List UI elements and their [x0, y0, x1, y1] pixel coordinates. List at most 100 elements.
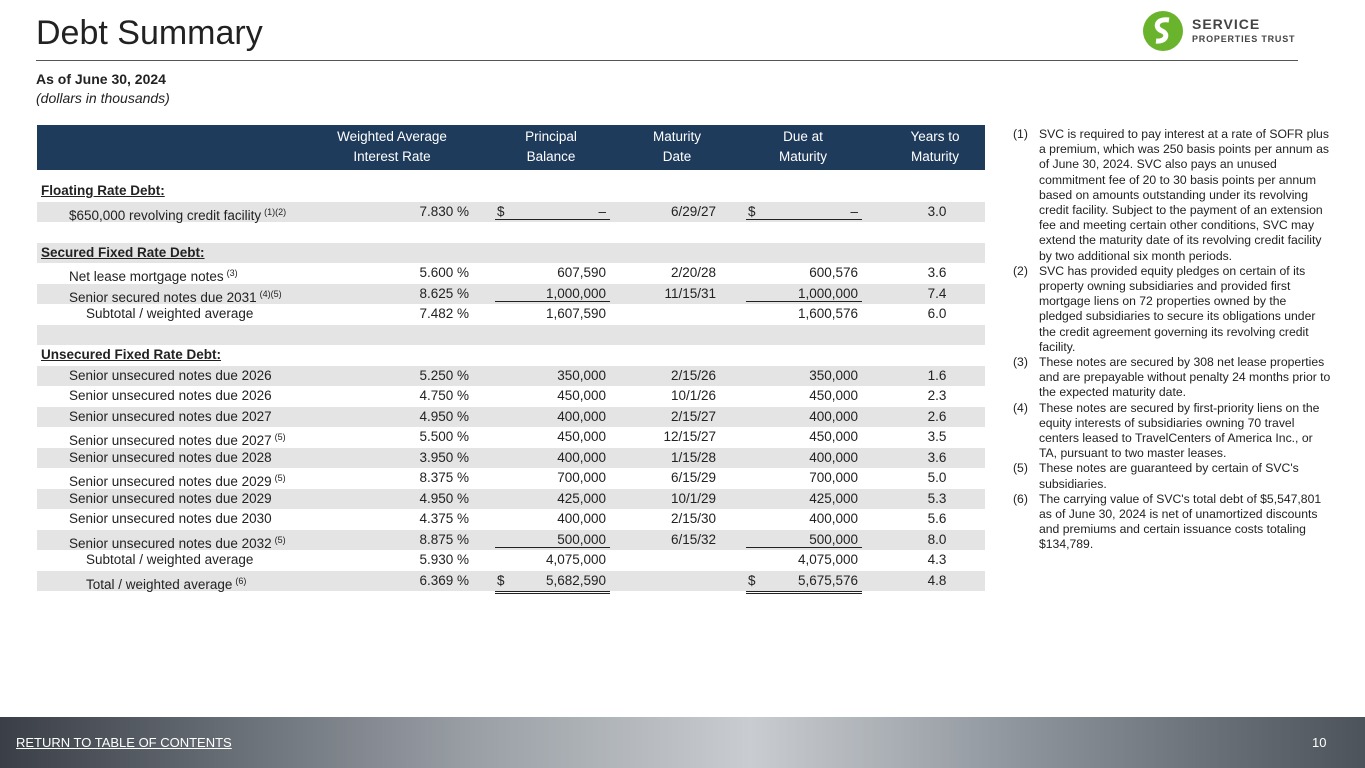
footnote-ref: (5) [274, 432, 286, 442]
row-shade [37, 570, 985, 591]
maturity-date: 6/15/29 [670, 470, 716, 485]
footnote-number: (4) [1013, 400, 1028, 415]
principal: 350,000 [557, 367, 606, 383]
row-shade [37, 447, 985, 468]
years: 2.3 [927, 388, 947, 403]
column-header: Maturity [910, 149, 959, 164]
underline [746, 301, 862, 302]
title: Debt Summary [36, 14, 263, 52]
principal: 400,000 [557, 408, 606, 424]
rate: 3.950 % [419, 449, 469, 465]
underline [746, 547, 862, 548]
column-header: Interest Rate [353, 149, 431, 164]
rate: 5.500 % [419, 429, 469, 444]
due-at-maturity: 400,000 [809, 408, 858, 424]
row-label: Senior unsecured notes due 2029 (5) [69, 473, 286, 489]
due-at-maturity: – [850, 203, 858, 219]
footnote: (3) These notes are secured by 308 net le… [1013, 355, 1331, 401]
rate: 4.950 % [419, 408, 469, 424]
row-shade [37, 324, 985, 345]
footnote: (4) These notes are secured by first-prio… [1013, 401, 1331, 462]
row-label: $650,000 revolving credit facility (1)(2) [69, 206, 287, 223]
footnote-ref: (5) [274, 534, 286, 545]
rate: 8.375 % [419, 470, 469, 485]
rate: 4.950 % [419, 490, 469, 506]
maturity-date: 6/29/27 [670, 203, 716, 219]
underline [495, 219, 610, 220]
due-at-maturity: 500,000 [809, 531, 858, 547]
maturity-date: 10/1/26 [670, 388, 716, 403]
maturity-date: 11/15/31 [664, 285, 716, 301]
principal: 607,590 [557, 265, 606, 280]
due-at-maturity: 5,675,576 [797, 572, 858, 588]
rate: 8.875 % [419, 531, 469, 547]
maturity-date: 2/15/27 [670, 408, 716, 424]
row-label: Senior unsecured notes due 2028 [69, 449, 272, 465]
footnote: (1) SVC is required to pay interest at a … [1013, 127, 1331, 264]
maturity-date: 6/15/32 [670, 531, 716, 547]
currency: $ [497, 203, 505, 219]
rate: 4.750 % [419, 388, 469, 403]
maturity-date: 12/15/27 [663, 429, 716, 444]
years: 7.4 [927, 285, 947, 301]
footnote-text: SVC is required to pay interest at a rat… [1039, 127, 1329, 263]
rate: 5.930 % [419, 552, 469, 567]
subtitle: As of June 30, 2024 [36, 71, 166, 87]
years: 4.3 [927, 552, 947, 567]
footnote: (2) SVC has provided equity pledges on ce… [1013, 264, 1331, 355]
logo-text: SERVICE [1192, 16, 1261, 32]
row-label: Senior unsecured notes due 2027 (5) [69, 432, 286, 448]
row-label: Senior unsecured notes due 2027 [69, 408, 272, 424]
years: 4.8 [927, 572, 947, 588]
column-header: Years to [910, 129, 960, 144]
currency: $ [748, 203, 756, 219]
page-number: 10 [1312, 735, 1327, 750]
note: (dollars in thousands) [36, 90, 170, 106]
rate: 8.625 % [419, 285, 469, 301]
rule [36, 60, 1298, 61]
footnote: (6) The carrying value of SVC's total deb… [1013, 492, 1331, 553]
row-label: Senior secured notes due 2031 (4)(5) [69, 288, 282, 305]
row-shade [37, 406, 985, 427]
column-header: Principal [525, 129, 577, 144]
footnote-ref: (4)(5) [259, 288, 282, 299]
row-shade [37, 529, 985, 550]
toc-link[interactable]: RETURN TO TABLE OF CONTENTS [16, 735, 232, 750]
column-header: Due at [783, 129, 823, 144]
principal: 400,000 [557, 449, 606, 465]
maturity-date: 10/1/29 [670, 490, 716, 506]
rate: 5.250 % [419, 367, 469, 383]
section-title: Secured Fixed Rate Debt: [41, 244, 205, 260]
footnote-ref: (1)(2) [264, 206, 287, 217]
years: 6.0 [927, 306, 947, 321]
row-shade [37, 365, 985, 386]
principal: 450,000 [557, 429, 606, 444]
rate: 4.375 % [419, 511, 469, 526]
years: 3.0 [927, 203, 947, 219]
underline [746, 219, 862, 220]
maturity-date: 2/20/28 [670, 265, 716, 280]
row-label: Senior unsecured notes due 2026 [69, 367, 272, 383]
row-label: Senior unsecured notes due 2026 [69, 388, 272, 403]
years: 8.0 [927, 531, 947, 547]
footnote-number: (1) [1013, 127, 1028, 141]
underline [495, 588, 610, 594]
underline [746, 588, 862, 594]
footnote-number: (5) [1013, 461, 1028, 476]
years: 5.6 [927, 511, 947, 526]
footnote-ref: (3) [226, 268, 238, 278]
logo-text: PROPERTIES TRUST [1192, 34, 1296, 44]
footnotes: (1) SVC is required to pay interest at a … [1013, 127, 1331, 553]
years: 5.3 [927, 490, 947, 506]
principal: 400,000 [557, 511, 606, 526]
years: 5.0 [927, 470, 947, 485]
due-at-maturity: 450,000 [809, 429, 858, 444]
due-at-maturity: 1,600,576 [797, 306, 858, 321]
maturity-date: 2/15/26 [670, 367, 716, 383]
due-at-maturity: 425,000 [809, 490, 858, 506]
rate: 5.600 % [419, 265, 469, 280]
years: 1.6 [927, 367, 947, 383]
underline [495, 547, 610, 548]
principal: 5,682,590 [545, 572, 606, 588]
